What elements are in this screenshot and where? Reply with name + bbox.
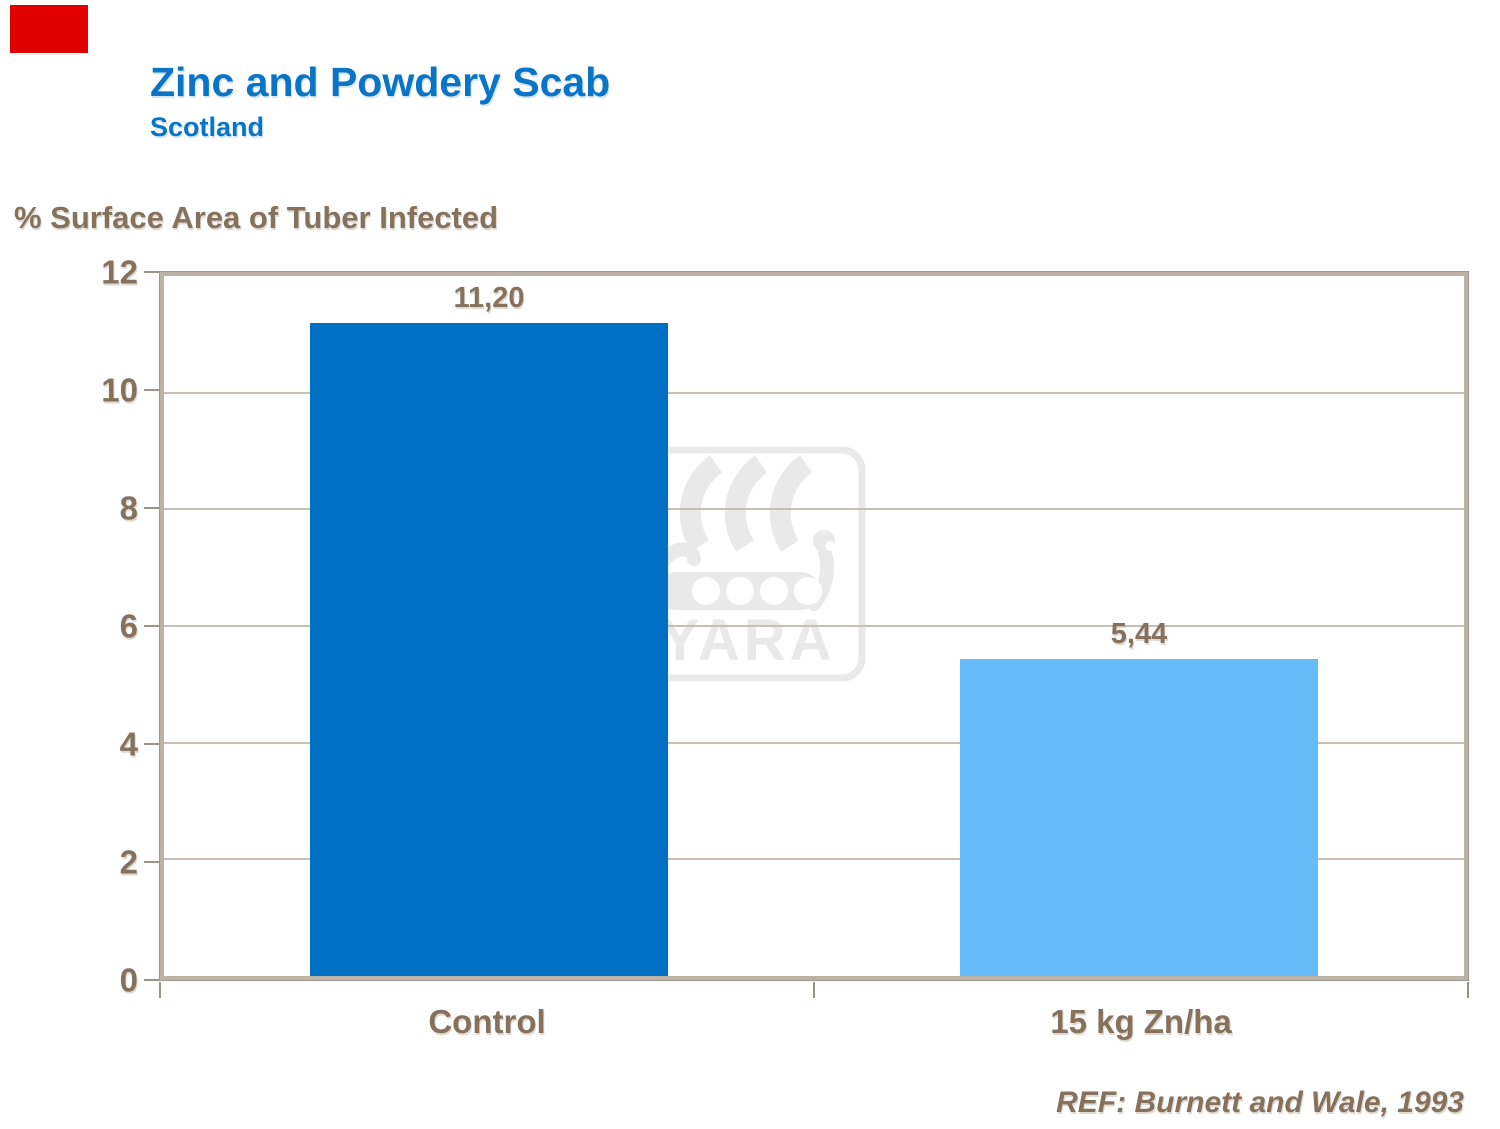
x-tick-mark-2 [1467, 982, 1469, 998]
y-tick-mark-8 [144, 507, 160, 509]
y-tick-label-4: 4 [119, 725, 138, 763]
data-label-1: 11,20 [453, 281, 525, 314]
gridline-6 [164, 625, 1464, 627]
y-tick-label-0: 0 [119, 961, 138, 999]
y-tick-label-2: 2 [119, 843, 138, 881]
x-axis-category-labels: Control 15 kg Zn/ha [160, 1002, 1468, 1046]
y-tick-mark-10 [144, 389, 160, 391]
reference-citation: REF: Burnett and Wale, 1993 [1056, 1086, 1464, 1119]
y-axis-tick-marks [144, 271, 160, 981]
y-tick-mark-4 [144, 743, 160, 745]
y-tick-label-10: 10 [101, 371, 138, 409]
y-tick-mark-6 [144, 625, 160, 627]
page-title: Zinc and Powdery Scab [150, 59, 611, 105]
data-label-2: 5,44 [1110, 617, 1168, 650]
page-subtitle: Scotland [150, 112, 265, 142]
gridline-2 [164, 858, 1464, 861]
y-tick-label-6: 6 [119, 607, 138, 645]
gridline-10 [164, 391, 1464, 394]
watermark-sail-3 [769, 455, 813, 552]
x-axis-tick-marks [159, 982, 1469, 1000]
x-tick-mark-1 [813, 982, 815, 998]
y-axis-tick-labels: 0 2 4 6 8 10 12 [0, 256, 138, 997]
watermark-wordmark: YARA [660, 608, 835, 673]
y-tick-mark-2 [144, 861, 160, 863]
y-tick-mark-0 [144, 979, 160, 981]
y-tick-label-12: 12 [101, 253, 138, 291]
x-category-label-2: 15 kg Zn/ha [1050, 1003, 1232, 1040]
x-tick-mark-0 [159, 982, 161, 998]
watermark-sail-1 [679, 455, 723, 552]
plot-area: YARA 11,20 5,44 [160, 272, 1468, 980]
bar-15-kg-zn-ha [960, 658, 1318, 976]
y-axis-title: % Surface Area of Tuber Infected [14, 200, 499, 235]
bar-control [310, 322, 668, 976]
brand-corner-tab [10, 5, 88, 53]
gridline-4 [164, 741, 1464, 744]
gridline-8 [164, 508, 1464, 511]
x-category-label-1: Control [428, 1003, 546, 1040]
y-tick-mark-12 [144, 271, 160, 273]
y-tick-label-8: 8 [119, 489, 138, 527]
watermark-sail-2 [724, 455, 768, 552]
